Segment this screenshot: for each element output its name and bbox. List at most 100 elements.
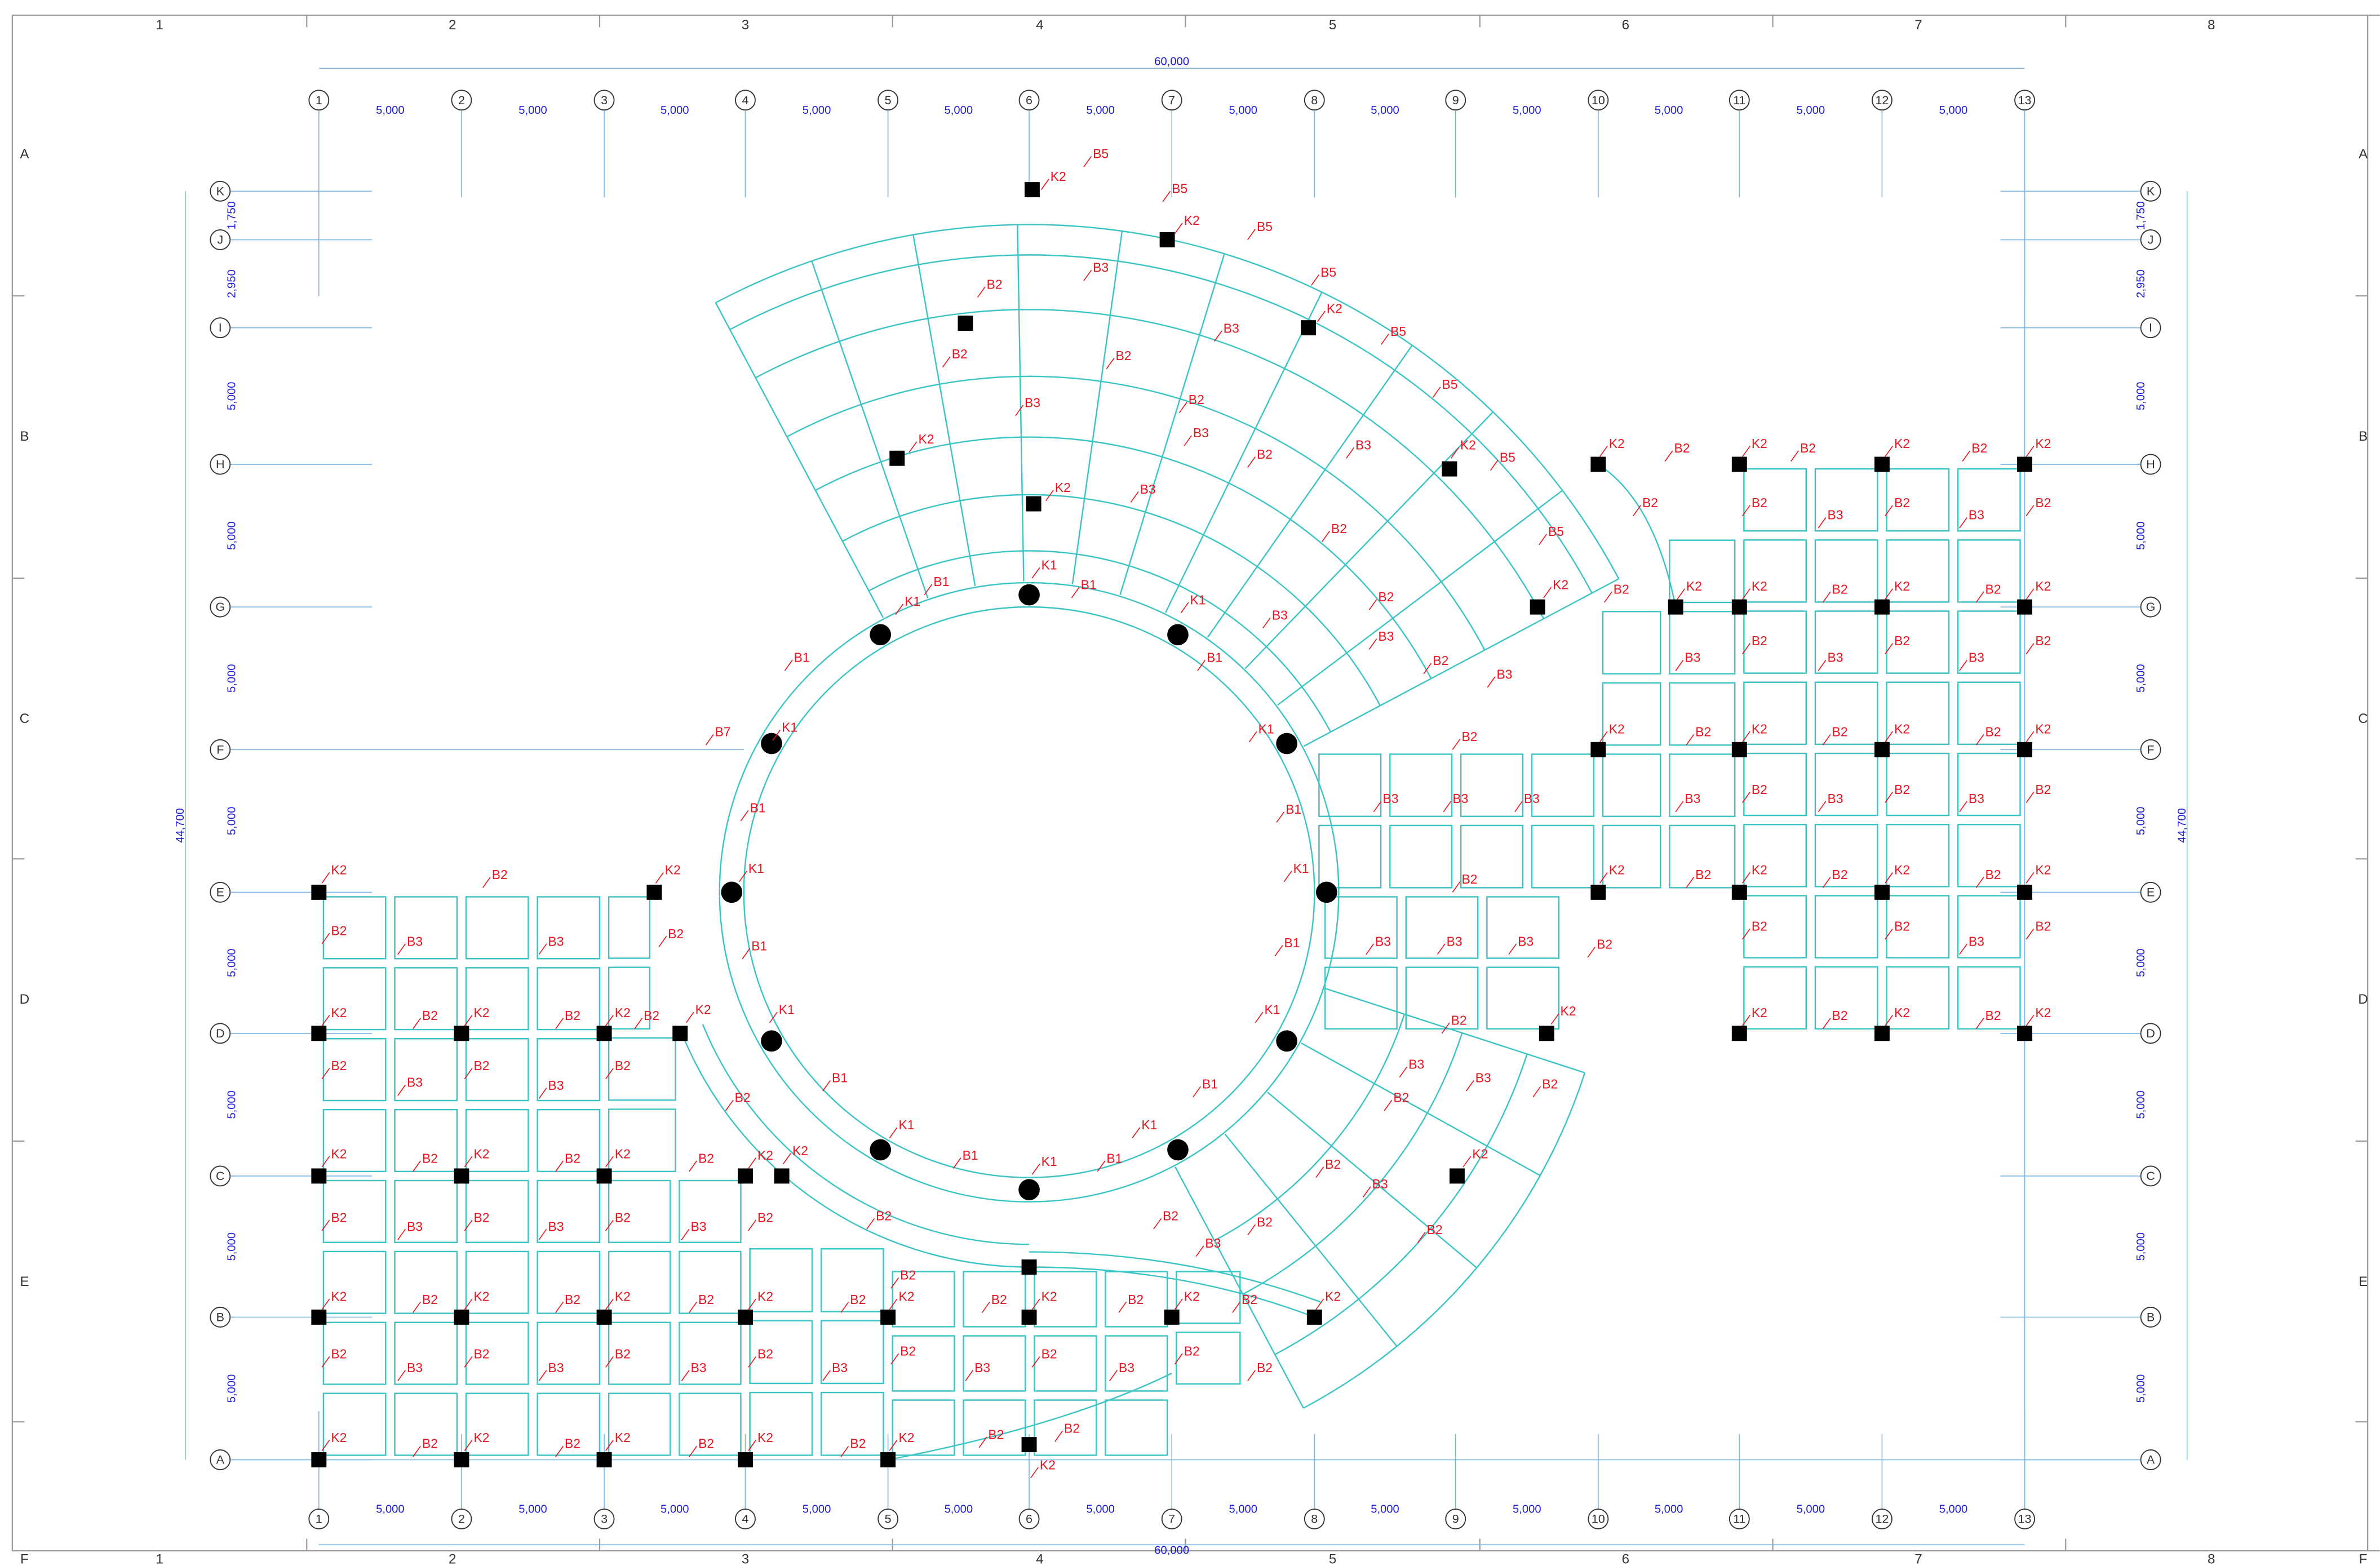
leader	[1959, 659, 1967, 671]
grid-bubble-label: H	[216, 458, 225, 471]
member-label: K2	[1609, 863, 1625, 877]
member-label: K1	[1258, 721, 1274, 736]
column-round	[1018, 584, 1040, 606]
member-label: B2	[473, 1210, 489, 1225]
dimension-label: 5,000	[226, 807, 238, 836]
member-label: B2	[615, 1347, 631, 1361]
border-label: E	[2359, 1274, 2368, 1289]
grid-bubble-label: 5	[885, 94, 892, 107]
leader	[1452, 738, 1461, 750]
member-label: K2	[2035, 436, 2051, 451]
member-label: K2	[1609, 436, 1625, 451]
member-label: B2	[1752, 633, 1767, 648]
beam-panel	[1669, 539, 1736, 604]
column	[1164, 1309, 1180, 1325]
leader	[634, 1018, 643, 1030]
leader	[1368, 599, 1377, 610]
member-label: B3	[1969, 934, 1984, 948]
member-label: B3	[1518, 934, 1534, 948]
member-label: K1	[1141, 1117, 1157, 1132]
column-round	[870, 624, 892, 646]
member-label: B1	[750, 800, 766, 815]
member-label: B3	[1025, 395, 1040, 410]
leader	[1247, 229, 1256, 240]
leader	[464, 1015, 473, 1026]
column	[1026, 496, 1041, 512]
leader	[464, 1219, 473, 1231]
member-label: K2	[757, 1289, 773, 1303]
leader	[1174, 1353, 1183, 1365]
grid-bubble-label: 5	[885, 1512, 892, 1526]
member-label: B5	[1320, 265, 1336, 280]
leader	[1686, 734, 1695, 746]
grid-bubble-label: E	[216, 885, 224, 899]
column	[1731, 456, 1747, 472]
member-label: B3	[407, 934, 423, 948]
leader	[924, 584, 933, 596]
column-round	[1167, 624, 1189, 646]
beam-panel	[1886, 895, 1950, 959]
member-label: K2	[1472, 1146, 1488, 1161]
leader	[1130, 491, 1139, 503]
member-label: K2	[1894, 436, 1910, 451]
member-label: B2	[1832, 725, 1848, 739]
leader	[605, 1156, 614, 1168]
column	[958, 316, 973, 331]
beam-panel	[465, 1250, 529, 1314]
beam-panel	[537, 896, 601, 960]
leader	[1283, 871, 1292, 882]
beam-panel	[963, 1271, 1026, 1328]
member-label: B2	[615, 1210, 631, 1225]
fan-beam	[811, 260, 929, 598]
leader	[981, 1301, 990, 1313]
grid-bubble-label: 9	[1452, 1512, 1459, 1526]
column	[596, 1026, 612, 1041]
leader	[1346, 447, 1354, 459]
border-label: 7	[1914, 1552, 1922, 1566]
leader	[2026, 731, 2035, 743]
leader	[2026, 446, 2035, 458]
member-label: B2	[2035, 782, 2051, 797]
leader	[1975, 734, 1984, 746]
beam-panel	[1324, 896, 1398, 959]
member-label: B3	[1378, 629, 1394, 644]
leader	[321, 1356, 330, 1368]
member-label: B3	[1447, 934, 1462, 948]
beam-panel	[1814, 610, 1878, 674]
leader	[538, 1370, 547, 1381]
leader	[1248, 731, 1257, 743]
member-label: B2	[1894, 919, 1910, 933]
grid-bubble	[1445, 90, 1466, 111]
member-label: B2	[1325, 1157, 1341, 1172]
beam-panel	[1105, 1271, 1168, 1328]
leader	[748, 1298, 757, 1310]
dimension-label: 2,950	[226, 269, 238, 298]
leader	[1677, 588, 1686, 600]
ring-beam	[743, 606, 1315, 1178]
dimension-label: 5,000	[1371, 104, 1399, 117]
column	[1874, 599, 1890, 615]
grid-bubble-label: C	[216, 1169, 225, 1183]
beam-panel	[820, 1391, 884, 1456]
member-label: K2	[1327, 301, 1342, 316]
beam-panel	[608, 1250, 671, 1314]
border-label: 6	[1622, 17, 1629, 33]
leader	[1054, 1430, 1063, 1442]
member-label: B3	[1827, 650, 1843, 665]
leader	[1539, 534, 1547, 545]
member-label: B2	[1832, 1008, 1848, 1023]
grid-bubble-label: J	[217, 233, 223, 247]
member-label: B3	[1524, 791, 1540, 806]
leader	[1633, 505, 1641, 517]
beam-panel	[1743, 468, 1807, 532]
leader	[1174, 223, 1183, 234]
border-label: 5	[1329, 1552, 1336, 1566]
beam-panel	[537, 1392, 601, 1456]
member-label: B2	[1163, 1209, 1178, 1223]
leader	[740, 810, 749, 822]
leader	[681, 1228, 690, 1240]
grid-bubble-label: 13	[2018, 94, 2032, 107]
leader	[1015, 405, 1023, 416]
dimension-label: 5,000	[376, 104, 405, 117]
grid-bubble	[2140, 1165, 2161, 1187]
